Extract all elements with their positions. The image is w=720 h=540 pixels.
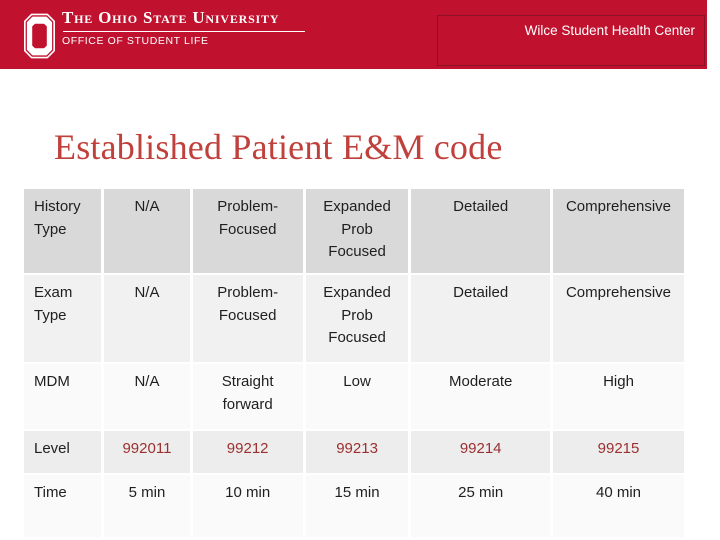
unit-name-box: Wilce Student Health Center bbox=[437, 15, 705, 66]
table-cell: Straight forward bbox=[192, 364, 303, 429]
brand-block: The Ohio State University OFFICE OF STUD… bbox=[62, 8, 305, 47]
table-cell: Detailed bbox=[411, 275, 551, 362]
university-name: The Ohio State University bbox=[62, 8, 280, 27]
table-cell-code: 99214 bbox=[411, 431, 551, 473]
row-label: History Type bbox=[24, 189, 102, 273]
office-name: OFFICE OF STUDENT LIFE bbox=[62, 34, 209, 47]
table-row-time: Time 5 min 10 min 15 min 25 min 40 min bbox=[24, 475, 684, 537]
table-cell-code: 99213 bbox=[305, 431, 409, 473]
table-row-mdm: MDM N/A Straight forward Low Moderate Hi… bbox=[24, 364, 684, 429]
table-cell: High bbox=[553, 364, 684, 429]
row-label: Exam Type bbox=[24, 275, 102, 362]
osu-block-o-logo bbox=[24, 13, 55, 59]
table-cell: 40 min bbox=[553, 475, 684, 537]
table-cell: N/A bbox=[104, 189, 190, 273]
table-cell: Comprehensive bbox=[553, 189, 684, 273]
table-cell: Moderate bbox=[411, 364, 551, 429]
table-cell: Expanded Prob Focused bbox=[305, 275, 409, 362]
table-cell: Problem- Focused bbox=[192, 275, 303, 362]
table-cell: Detailed bbox=[411, 189, 551, 273]
row-label: Time bbox=[24, 475, 102, 537]
table-cell: Expanded Prob Focused bbox=[305, 189, 409, 273]
row-label: Level bbox=[24, 431, 102, 473]
table-cell: 25 min bbox=[411, 475, 551, 537]
table-row-exam: Exam Type N/A Problem- Focused Expanded … bbox=[24, 275, 684, 362]
table-row-level: Level 992011 99212 99213 99214 99215 bbox=[24, 431, 684, 473]
brand-divider bbox=[63, 30, 305, 32]
table-cell: 15 min bbox=[305, 475, 409, 537]
table-cell: N/A bbox=[104, 364, 190, 429]
row-label: MDM bbox=[24, 364, 102, 429]
em-code-table: History Type N/A Problem- Focused Expand… bbox=[21, 187, 687, 539]
table-cell: 10 min bbox=[192, 475, 303, 537]
table-cell: Problem- Focused bbox=[192, 189, 303, 273]
table-cell-code: 992011 bbox=[104, 431, 190, 473]
table-cell: 5 min bbox=[104, 475, 190, 537]
header-banner: The Ohio State University OFFICE OF STUD… bbox=[0, 0, 707, 69]
table-cell: Low bbox=[305, 364, 409, 429]
unit-name: Wilce Student Health Center bbox=[524, 23, 695, 38]
table-row-history: History Type N/A Problem- Focused Expand… bbox=[24, 189, 684, 273]
table-cell-code: 99215 bbox=[553, 431, 684, 473]
table-cell-code: 99212 bbox=[192, 431, 303, 473]
table-cell: N/A bbox=[104, 275, 190, 362]
table-cell: Comprehensive bbox=[553, 275, 684, 362]
slide-title: Established Patient E&M code bbox=[54, 127, 503, 167]
